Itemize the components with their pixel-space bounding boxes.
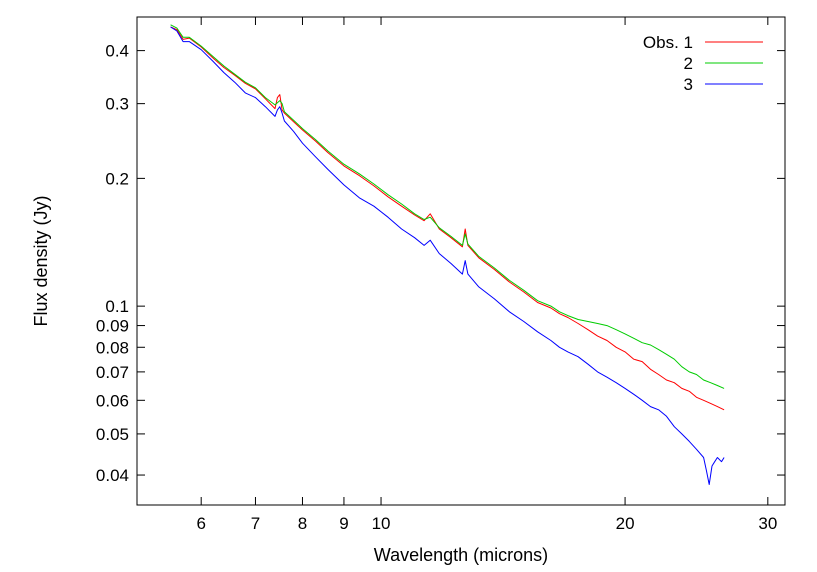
x-tick-label: 6 [196, 514, 205, 533]
plot-frame [136, 16, 786, 506]
x-tick-label: 8 [298, 514, 307, 533]
y-tick-label: 0.4 [105, 42, 129, 61]
x-tick-label: 7 [251, 514, 260, 533]
x-tick-label: 10 [372, 514, 391, 533]
y-tick-label: 0.06 [96, 391, 129, 410]
legend-label-3: 3 [684, 75, 693, 94]
y-tick-label: 0.08 [96, 338, 129, 357]
y-axis-ticks: 0.04 0.05 0.06 0.07 0.08 0.090.1 0.2 0.3 0.4 [96, 42, 785, 485]
x-tick-label: 20 [616, 514, 635, 533]
legend-label-2: 2 [684, 54, 693, 73]
y-axis-label: Flux density (Jy) [31, 195, 51, 326]
y-tick-label: 0.2 [105, 169, 129, 188]
x-tick-label: 9 [339, 514, 348, 533]
series-line-2 [170, 24, 725, 389]
series-lines [170, 24, 725, 485]
series-line-3 [170, 26, 725, 485]
y-tick-label: 0.05 [96, 425, 129, 444]
y-tick-label: 0.04 [96, 466, 129, 485]
x-axis-label: Wavelength (microns) [374, 545, 548, 565]
y-tick-label: 0.09 [96, 317, 129, 336]
legend: Obs. 1 2 3 [643, 33, 763, 94]
legend-label-1: Obs. 1 [643, 33, 693, 52]
y-tick-label: 0.3 [105, 95, 129, 114]
y-tick-label: 0.1 [105, 297, 129, 316]
x-axis-ticks: 6 7 8 9 10 20 30 [196, 17, 777, 533]
y-tick-label: 0.07 [96, 363, 129, 382]
x-tick-label: 30 [758, 514, 777, 533]
series-line-1 [170, 26, 725, 411]
